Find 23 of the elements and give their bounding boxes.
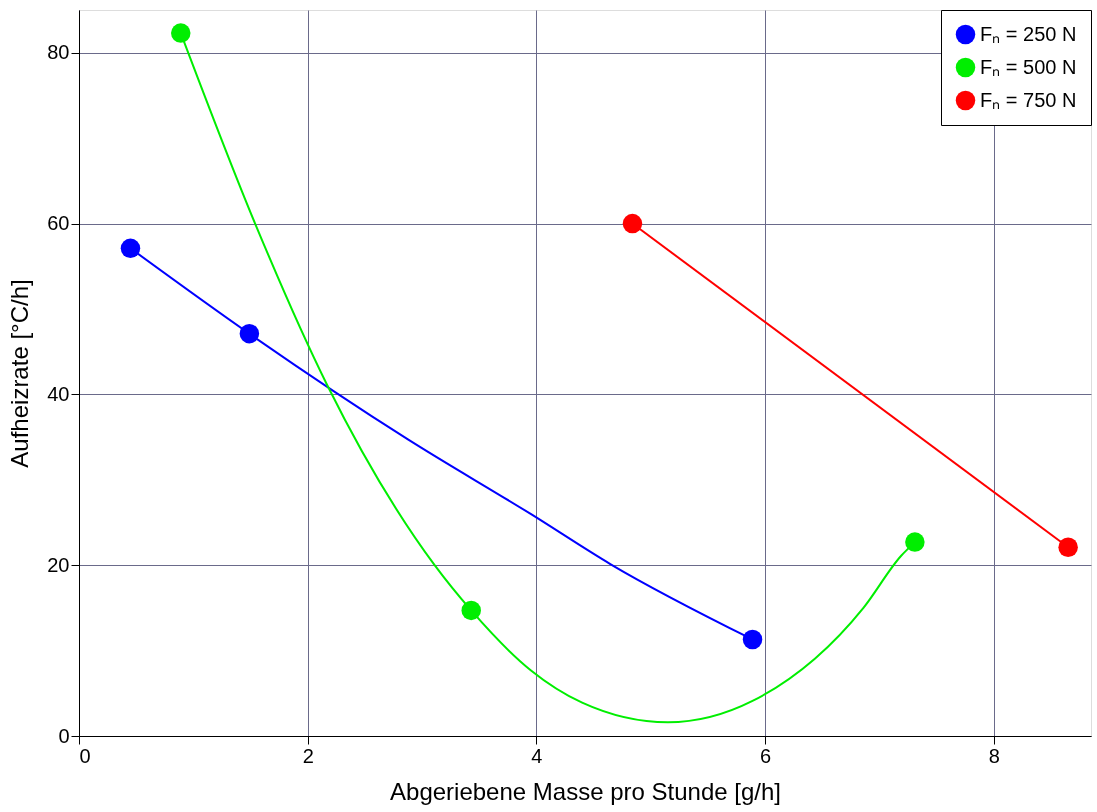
x-tick-label: 2	[302, 744, 314, 767]
point	[1058, 537, 1078, 557]
y-tick-label: 60	[47, 212, 70, 235]
y-tick-label: 0	[58, 724, 70, 747]
point	[120, 238, 141, 259]
point	[622, 213, 643, 234]
point	[461, 600, 481, 621]
y-axis-title: Aufheizrate [°C/h]	[6, 279, 34, 468]
y-tick-label: 40	[47, 382, 70, 405]
legend-label: Fₙ = 250 N	[980, 22, 1077, 45]
point	[239, 323, 260, 344]
legend-label: Fₙ = 750 N	[980, 88, 1077, 111]
x-tick-label: 4	[531, 744, 543, 767]
x-axis-title: Abgeriebene Masse pro Stunde [g/h]	[390, 777, 781, 805]
point	[905, 532, 925, 552]
point	[742, 629, 763, 650]
x-tick-label: 6	[760, 744, 772, 767]
y-tick-label: 20	[47, 553, 70, 576]
legend-label: Fₙ = 500 N	[980, 55, 1077, 78]
x-tick-label: 8	[988, 744, 1000, 767]
x-tick-label: 0	[79, 744, 91, 767]
point	[171, 23, 191, 43]
y-tick-label: 80	[47, 41, 70, 64]
